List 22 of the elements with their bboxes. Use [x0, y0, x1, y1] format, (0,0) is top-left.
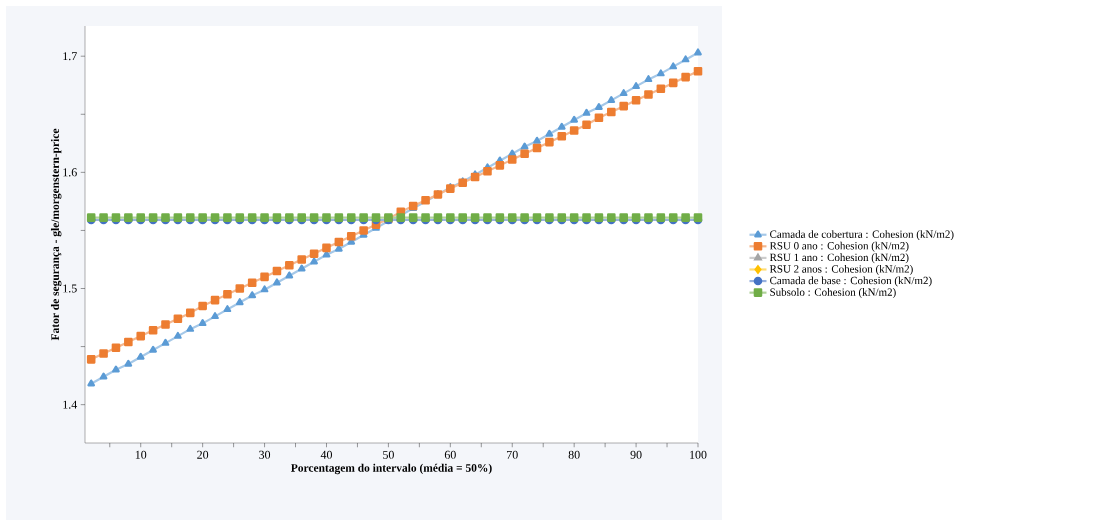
y-axis-title: Fator de segurança - gle/morgenstern-price: [50, 128, 62, 341]
y-tick-label: 1.7: [63, 52, 77, 61]
legend-label: Camada de cobertura : Cohesion (kN/m2): [770, 230, 954, 241]
y-tick-label: 1.6: [63, 168, 77, 177]
x-tick-label: 80: [568, 450, 580, 459]
legend-label: RSU 1 ano : Cohesion (kN/m2): [769, 253, 909, 264]
legend-label: RSU 0 ano : Cohesion (kN/m2): [769, 241, 909, 252]
x-tick-label: 10: [135, 450, 147, 459]
y-tick-label: 1.4: [63, 400, 78, 409]
x-tick-label: 70: [507, 450, 518, 459]
x-tick-label: 60: [444, 450, 456, 459]
y-tick-label: 1.5: [63, 284, 77, 293]
legend-label: Camada de base : Cohesion (kN/m2): [770, 276, 932, 287]
legend-label: Subsolo : Cohesion (kN/m2): [770, 288, 896, 299]
x-tick-label: 100: [690, 450, 707, 459]
x-axis-title: Porcentagem do intervalo (média = 50%): [291, 463, 492, 475]
x-tick-label: 50: [383, 450, 394, 459]
x-tick-label: 30: [259, 450, 271, 459]
x-tick-label: 40: [320, 450, 332, 459]
legend-label: RSU 2 anos : Cohesion (kN/m2): [769, 264, 913, 275]
x-tick-label: 20: [197, 450, 209, 459]
x-tick-label: 90: [630, 450, 642, 459]
